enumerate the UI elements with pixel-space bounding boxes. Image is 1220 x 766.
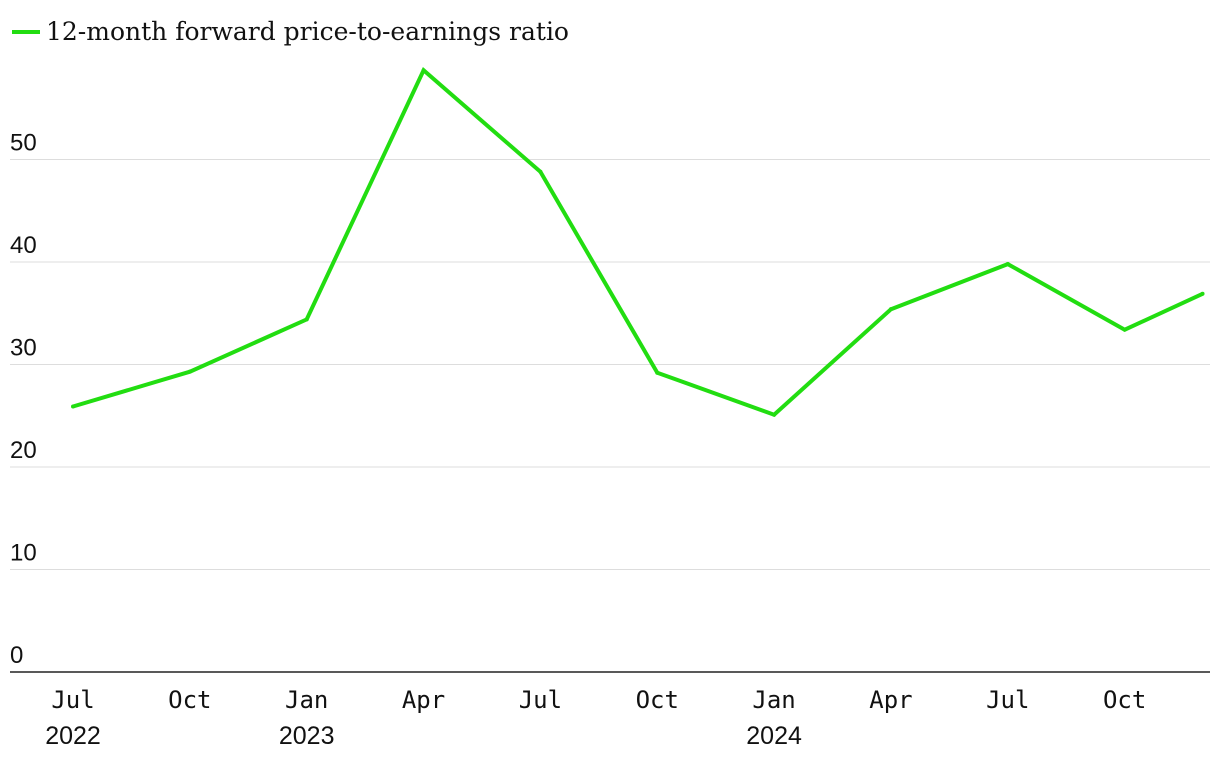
- x-tick-label: Jan: [285, 686, 328, 714]
- y-axis: 0 10 20 30 40 50: [10, 130, 37, 670]
- data-point: [71, 404, 75, 409]
- x-tick-label: Jul: [986, 686, 1029, 714]
- y-tick-label: 20: [10, 437, 37, 464]
- series-line: [72, 67, 1204, 417]
- data-point: [655, 370, 660, 375]
- y-tick-label: 40: [10, 232, 37, 259]
- data-point: [304, 317, 309, 322]
- x-axis: Jul 2022 Oct Jan 2023 Apr Jul Oct Jan 2024 Apr Jul O…: [45, 686, 1146, 750]
- x-tick-label: Apr: [869, 686, 912, 714]
- y-tick-label: 30: [10, 335, 37, 362]
- x-tick-label: Oct: [1103, 686, 1146, 714]
- data-point: [187, 369, 192, 374]
- y-tick-label: 0: [10, 642, 23, 669]
- x-tick-year-label: 2024: [746, 722, 802, 750]
- x-tick-label: Apr: [402, 686, 445, 714]
- x-tick-label: Jan: [752, 686, 795, 714]
- x-tick-year-label: 2022: [45, 722, 101, 750]
- legend: 12-month forward price-to-earnings ratio: [12, 17, 569, 46]
- data-point: [772, 412, 777, 417]
- legend-label: 12-month forward price-to-earnings ratio: [46, 17, 569, 46]
- data-point: [1200, 291, 1205, 296]
- x-tick-year-label: 2023: [279, 722, 335, 750]
- data-point: [1005, 262, 1010, 267]
- data-point: [421, 68, 426, 73]
- x-tick-label: Oct: [168, 686, 211, 714]
- data-point: [1122, 327, 1127, 332]
- data-point: [538, 169, 543, 174]
- x-tick-label: Jul: [51, 686, 94, 714]
- x-tick-label: Oct: [636, 686, 679, 714]
- y-tick-label: 10: [10, 540, 37, 567]
- series-layer: [71, 67, 1205, 417]
- x-tick-label: Jul: [519, 686, 562, 714]
- gridlines: [10, 159, 1210, 570]
- data-point: [888, 307, 893, 312]
- y-tick-label: 50: [10, 130, 37, 157]
